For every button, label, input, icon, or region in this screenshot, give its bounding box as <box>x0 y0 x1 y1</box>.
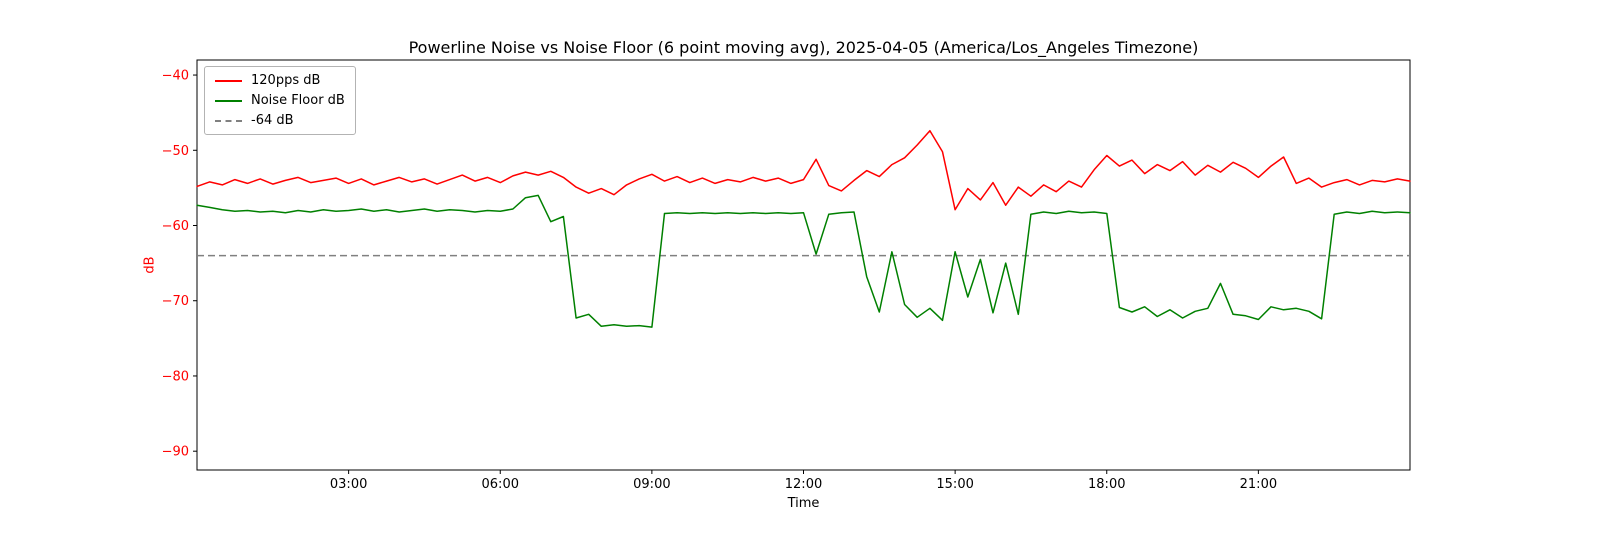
legend-item-label: 120pps dB <box>251 73 321 88</box>
y-tick-label: −50 <box>162 144 189 159</box>
legend-item: -64 dB <box>215 113 345 128</box>
x-axis-label: Time <box>787 496 820 511</box>
y-axis-label: dB <box>142 256 158 274</box>
legend-swatch-64-db <box>215 119 242 122</box>
series-line-noise-floor-db <box>196 194 1411 328</box>
x-tick-label: 03:00 <box>330 477 367 492</box>
y-tick-label: −70 <box>162 294 189 309</box>
x-tick-label: 12:00 <box>785 477 822 492</box>
x-tick-label: 09:00 <box>633 477 670 492</box>
legend: 120pps dB Noise Floor dB -64 dB <box>204 66 356 135</box>
y-tick-label: −90 <box>162 445 189 460</box>
x-tick-label: 06:00 <box>482 477 519 492</box>
plot-frame <box>196 59 1411 471</box>
y-tick-label: −40 <box>162 69 189 84</box>
y-tick-label: −80 <box>162 369 189 384</box>
legend-item-label: -64 dB <box>251 113 294 128</box>
legend-item-label: Noise Floor dB <box>251 93 345 108</box>
y-tick-label: −60 <box>162 219 189 234</box>
x-tick-label: 15:00 <box>936 477 973 492</box>
legend-item: Noise Floor dB <box>215 93 345 108</box>
chart-title: Powerline Noise vs Noise Floor (6 point … <box>408 38 1199 57</box>
legend-swatch-120pps-db <box>215 79 242 82</box>
x-tick-label: 21:00 <box>1240 477 1277 492</box>
series-line-120pps-db <box>196 129 1411 211</box>
legend-item: 120pps dB <box>215 73 345 88</box>
legend-swatch-noise-floor-db <box>215 99 242 102</box>
x-tick-label: 18:00 <box>1088 477 1125 492</box>
